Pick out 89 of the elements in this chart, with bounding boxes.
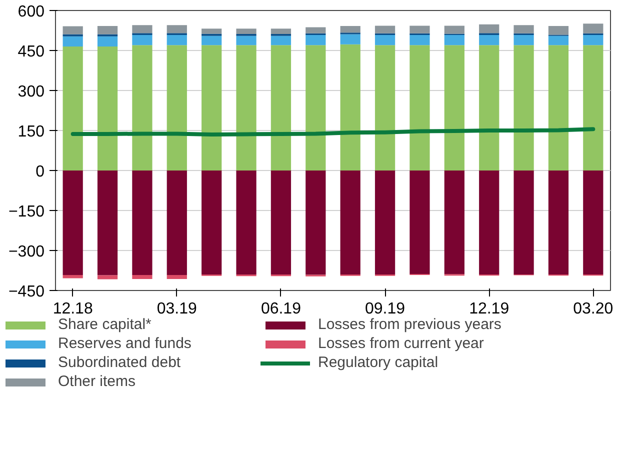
bar <box>132 25 152 34</box>
bar <box>374 26 396 34</box>
bar <box>340 170 360 274</box>
bar <box>62 26 83 34</box>
bar <box>97 26 118 34</box>
bar <box>514 170 534 274</box>
bar <box>479 35 500 46</box>
bar <box>479 45 500 170</box>
bar <box>548 170 569 274</box>
x-tick-label: 12.19 <box>469 300 510 318</box>
bar <box>270 28 292 34</box>
bar <box>62 170 83 276</box>
bar <box>62 46 83 170</box>
bar <box>166 45 187 170</box>
bar <box>444 26 464 34</box>
bar <box>202 170 222 274</box>
bar <box>374 35 396 46</box>
bar <box>410 170 430 274</box>
bar <box>583 35 604 46</box>
bar <box>306 35 326 46</box>
bar <box>202 45 222 170</box>
legend-label: Share capital* <box>58 316 152 333</box>
bar <box>306 27 326 34</box>
y-tick-label: 600 <box>18 4 45 20</box>
legend-label: Subordinated debt <box>58 354 182 371</box>
bar <box>340 34 360 44</box>
bar <box>444 35 464 46</box>
y-tick-label: −450 <box>8 284 45 300</box>
bar <box>132 35 152 46</box>
bar <box>548 36 569 46</box>
bar <box>236 170 256 274</box>
bar <box>340 44 360 170</box>
bar <box>97 275 118 280</box>
bar <box>548 26 569 35</box>
bar <box>306 45 326 170</box>
bar <box>62 275 83 278</box>
bar <box>514 35 534 46</box>
legend-label: Other items <box>58 373 137 390</box>
bar <box>479 170 500 274</box>
bar <box>236 45 256 170</box>
bar <box>374 170 396 274</box>
bar <box>62 36 83 46</box>
bar <box>374 45 396 170</box>
y-tick-label: 150 <box>18 124 45 140</box>
bar <box>166 275 187 280</box>
bar <box>514 45 534 170</box>
bar <box>270 170 292 274</box>
bar <box>410 35 430 46</box>
bar <box>132 170 152 276</box>
bar <box>202 36 222 46</box>
bar <box>97 46 118 170</box>
bar <box>444 170 464 274</box>
bar <box>479 24 500 34</box>
bar <box>270 36 292 46</box>
x-tick-label: 03.20 <box>573 300 614 318</box>
legend-label: Regulatory capital <box>318 354 440 371</box>
bar <box>166 35 187 46</box>
x-tick-label: 12.18 <box>52 300 93 318</box>
bar <box>340 26 360 33</box>
legend-label: Losses from current year <box>318 335 485 352</box>
bar <box>236 28 256 34</box>
legend-label: Losses from previous years <box>318 316 502 333</box>
y-tick-label: 450 <box>18 44 45 60</box>
legend-label: Reserves and funds <box>58 335 192 352</box>
bar <box>166 170 187 276</box>
bar <box>270 45 292 170</box>
x-tick-label: 06.19 <box>260 300 302 318</box>
bar <box>132 275 152 280</box>
bar <box>583 24 604 34</box>
x-tick-label: 09.19 <box>365 300 406 318</box>
bar <box>583 170 604 274</box>
bar <box>132 45 152 170</box>
x-tick-label: 03.19 <box>156 300 198 318</box>
bar <box>236 36 256 46</box>
bar <box>583 45 604 170</box>
y-tick-label: 0 <box>36 164 45 180</box>
bar <box>444 45 464 170</box>
bar <box>410 26 430 34</box>
bar <box>306 170 326 275</box>
bar <box>166 25 187 34</box>
bar <box>548 45 569 170</box>
y-tick-label: 300 <box>18 84 45 100</box>
y-tick-label: −150 <box>8 204 45 220</box>
bar <box>97 170 118 276</box>
bar <box>97 36 118 46</box>
bar <box>514 25 534 34</box>
bar <box>410 45 430 170</box>
bar <box>202 28 222 34</box>
y-tick-label: −300 <box>8 244 45 260</box>
